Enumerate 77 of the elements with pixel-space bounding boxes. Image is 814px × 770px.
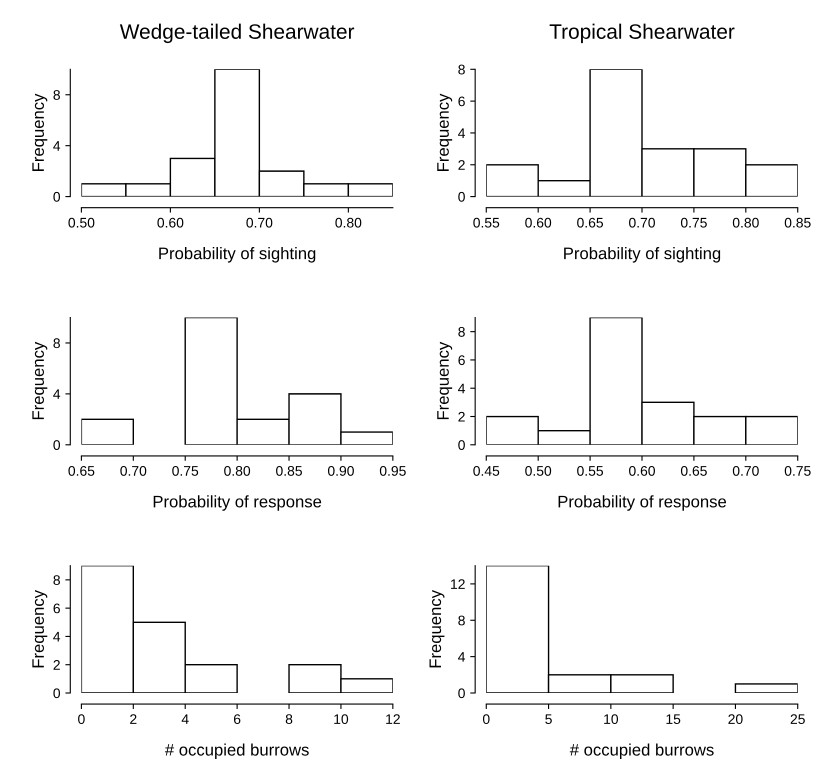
y-tick-label: 2	[458, 160, 465, 170]
x-tick-label: 12	[386, 714, 400, 724]
y-tick-label: 2	[458, 412, 465, 422]
x-tick-label: 0.70	[732, 466, 759, 476]
x-tick-label: 0.85	[276, 466, 302, 476]
x-axis-title: Probability of sighting	[159, 247, 316, 263]
y-tick-label: 0	[458, 192, 465, 202]
x-tick-label: 0.95	[380, 466, 406, 476]
x-tick-label: 6	[234, 714, 240, 724]
y-axis-title: Frequency	[437, 342, 452, 420]
x-tick-label: 0.50	[525, 466, 552, 476]
x-tick-label: 4	[182, 714, 189, 724]
x-tick-label: 10	[604, 714, 618, 724]
y-tick-label: 4	[458, 652, 466, 662]
y-tick-label: 8	[458, 326, 465, 337]
y-tick-label: 4	[53, 389, 60, 399]
x-tick-label: 0.55	[473, 218, 500, 228]
x-tick-label: 25	[790, 714, 805, 724]
y-tick-label: 8	[458, 64, 465, 74]
x-tick-label: 10	[334, 714, 348, 724]
x-tick-label: 5	[545, 714, 552, 724]
y-tick-label: 0	[53, 688, 60, 698]
y-tick-label: 8	[458, 616, 465, 626]
y-tick-label: 6	[458, 96, 465, 106]
x-tick-label: 0.75	[784, 466, 811, 476]
x-axis-title: Probability of sighting	[564, 247, 720, 263]
x-tick-label: 0.80	[732, 218, 759, 228]
y-axis-title: Frequency	[32, 94, 48, 171]
y-tick-label: 4	[53, 632, 60, 642]
x-tick-label: 0.65	[68, 466, 94, 476]
y-tick-label: 4	[458, 384, 466, 394]
y-axis-title: Frequency	[32, 590, 48, 668]
x-tick-label: 0.70	[629, 218, 655, 228]
y-tick-label: 6	[54, 603, 60, 614]
chart-title: Wedge-tailed Shearwater	[120, 24, 354, 44]
x-tick-label: 0.80	[335, 218, 362, 228]
x-tick-label: 0.75	[680, 218, 707, 228]
x-tick-label: 0.85	[784, 218, 811, 228]
y-axis-title: Frequency	[430, 590, 444, 668]
x-tick-label: 0	[482, 714, 490, 724]
y-tick-label: 4	[458, 128, 466, 138]
x-tick-label: 8	[286, 714, 292, 724]
y-tick-label: 4	[53, 141, 60, 151]
chart-title: Tropical Shearwater	[550, 24, 734, 44]
x-tick-label: 0.75	[172, 466, 198, 476]
x-tick-label: 0.45	[473, 466, 500, 476]
y-tick-label: 12	[451, 579, 465, 589]
x-tick-label: 15	[666, 714, 680, 724]
y-tick-label: 8	[53, 575, 60, 586]
x-tick-label: 0.70	[120, 466, 146, 476]
x-tick-label: 2	[130, 714, 136, 724]
x-tick-label: 0.50	[68, 218, 94, 228]
y-tick-label: 0	[458, 440, 465, 450]
x-tick-label: 0.65	[577, 218, 604, 228]
x-tick-label: 0.80	[224, 466, 250, 476]
x-tick-label: 0.90	[328, 466, 354, 476]
y-axis-title: Frequency	[437, 94, 452, 171]
y-tick-label: 0	[458, 688, 465, 698]
y-tick-label: 0	[53, 440, 60, 450]
y-axis-title: Frequency	[32, 342, 48, 420]
x-tick-label: 0.55	[577, 466, 604, 476]
x-tick-label: 0.65	[680, 466, 707, 476]
y-tick-label: 0	[53, 192, 60, 202]
x-axis-title: # occupied burrows	[164, 743, 309, 759]
y-tick-label: 6	[458, 355, 465, 366]
y-tick-label: 2	[54, 660, 60, 670]
x-tick-label: 0.70	[246, 218, 272, 228]
x-axis-title: Probability of response	[558, 495, 726, 511]
x-tick-label: 0.60	[157, 218, 184, 228]
x-tick-label: 0	[78, 714, 85, 724]
x-tick-label: 0.60	[525, 218, 552, 228]
x-tick-label: 20	[728, 714, 743, 724]
x-tick-label: 0.60	[629, 466, 655, 476]
x-axis-title: # occupied burrows	[570, 743, 714, 759]
y-tick-label: 8	[53, 338, 60, 348]
y-tick-label: 8	[53, 90, 60, 100]
x-axis-title: Probability of response	[154, 495, 322, 511]
